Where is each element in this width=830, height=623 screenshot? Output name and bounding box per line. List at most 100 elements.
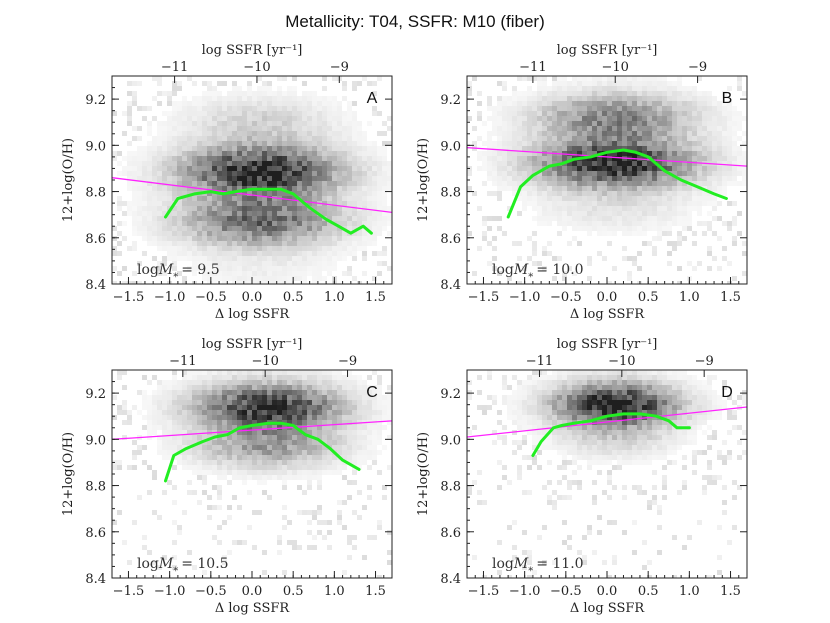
- x-tick-label-d: −1.0: [509, 584, 541, 599]
- x-tick-label-d: −0.5: [550, 584, 582, 599]
- panel-b: −1.5 −1.0 −0.5 0.0 0.5 1.0 1.5 8.4 8.6 8.8 9.0 9.2 −…: [416, 43, 748, 322]
- y-tick-label-a: 8.6: [85, 232, 106, 247]
- mass-label-sub: *: [528, 272, 533, 283]
- panel-letter-c: C: [366, 384, 378, 401]
- mass-label-sub: *: [528, 566, 533, 577]
- y-tick-label-d: 8.6: [440, 526, 461, 541]
- mass-label-c: logM* = 10.5: [137, 556, 229, 577]
- mass-label-d: logM* = 11.0: [492, 556, 584, 577]
- y-axis-label-d: 12+log(O/H): [416, 432, 431, 516]
- density-map-b: [467, 76, 747, 284]
- mass-label-value: = 11.0: [536, 556, 583, 572]
- x-tick-label-a: −0.5: [195, 290, 227, 305]
- mass-label-sub: *: [173, 272, 178, 283]
- mass-label-a: logM* = 9.5: [137, 262, 220, 283]
- x-tick-label-a: 0.5: [283, 290, 304, 305]
- mass-label-symbol: M: [158, 262, 174, 278]
- y-tick-label-b: 8.4: [440, 278, 461, 293]
- x-tick-label-d: 0.5: [638, 584, 659, 599]
- y-tick-label-c: 8.8: [85, 480, 106, 495]
- density-map-c: [112, 370, 392, 578]
- top-tick-label-d: −9: [695, 354, 714, 369]
- x-tick-label-c: −1.0: [154, 584, 186, 599]
- x-tick-label-d: 1.5: [720, 584, 741, 599]
- top-tick-label-b: −11: [519, 60, 546, 75]
- y-tick-label-d: 9.2: [440, 387, 461, 402]
- mass-label-symbol: M: [513, 262, 529, 278]
- x-tick-label-c: −1.5: [113, 584, 145, 599]
- top-axis-label-b: log SSFR [yr⁻¹]: [557, 43, 658, 58]
- panel-a: −1.5 −1.0 −0.5 0.0 0.5 1.0 1.5 8.4 8.6 8.8 9.0 9.2 −…: [61, 43, 393, 322]
- y-axis-label-c: 12+log(O/H): [61, 432, 76, 516]
- x-tick-label-b: −1.5: [468, 290, 500, 305]
- panel-letter-d: D: [721, 384, 733, 401]
- median-curve-b: [506, 148, 728, 219]
- panel-c: −1.5 −1.0 −0.5 0.0 0.5 1.0 1.5 8.4 8.6 8.8 9.0 9.2 −…: [61, 337, 393, 616]
- y-tick-label-b: 9.2: [440, 93, 461, 108]
- x-tick-label-c: 0.5: [283, 584, 304, 599]
- x-axis-label-b: Δ log SSFR: [570, 307, 646, 322]
- fit-line-c: [112, 420, 392, 440]
- x-axis-label-d: Δ log SSFR: [570, 601, 646, 616]
- top-tick-label-c: −10: [251, 354, 278, 369]
- fit-line-a: [112, 177, 392, 214]
- mass-label-prefix: log: [137, 556, 159, 572]
- top-tick-label-b: −10: [602, 60, 629, 75]
- mass-label-prefix: log: [492, 262, 514, 278]
- median-curve-c: [164, 421, 361, 483]
- panel-letter-a: A: [367, 90, 378, 107]
- top-tick-label-a: −10: [243, 60, 270, 75]
- mass-label-sub: *: [173, 566, 178, 577]
- mass-label-b: logM* = 10.0: [492, 262, 584, 283]
- median-curve-a: [164, 187, 373, 235]
- x-tick-label-b: 1.5: [720, 290, 741, 305]
- mass-label-symbol: M: [158, 556, 174, 572]
- y-tick-label-d: 8.4: [440, 572, 461, 587]
- y-tick-label-d: 9.0: [440, 433, 461, 448]
- x-tick-label-d: 1.0: [679, 584, 700, 599]
- panel-letter-b: B: [722, 90, 733, 107]
- y-tick-label-a: 8.8: [85, 186, 106, 201]
- top-tick-label-a: −9: [330, 60, 349, 75]
- y-tick-label-b: 8.8: [440, 186, 461, 201]
- x-axis-label-c: Δ log SSFR: [215, 601, 291, 616]
- median-curve-d: [531, 412, 691, 457]
- x-tick-label-b: −0.5: [550, 290, 582, 305]
- x-tick-label-d: 0.0: [597, 584, 618, 599]
- density-map-a: [112, 76, 392, 284]
- y-axis-label-b: 12+log(O/H): [416, 138, 431, 222]
- top-axis-label-c: log SSFR [yr⁻¹]: [202, 337, 303, 352]
- top-tick-label-d: −11: [526, 354, 553, 369]
- x-tick-label-c: 1.5: [365, 584, 386, 599]
- y-tick-label-d: 8.8: [440, 480, 461, 495]
- x-axis-label-a: Δ log SSFR: [215, 307, 291, 322]
- x-tick-label-a: −1.0: [154, 290, 186, 305]
- x-tick-label-a: 1.5: [365, 290, 386, 305]
- y-tick-label-c: 9.2: [85, 387, 106, 402]
- mass-label-symbol: M: [513, 556, 529, 572]
- density-map-d: [467, 370, 747, 578]
- x-tick-label-a: 1.0: [324, 290, 345, 305]
- top-tick-label-d: −10: [608, 354, 635, 369]
- x-tick-label-b: 0.5: [638, 290, 659, 305]
- y-tick-label-a: 9.0: [85, 139, 106, 154]
- panel-grid: −1.5 −1.0 −0.5 0.0 0.5 1.0 1.5 8.4 8.6 8.8 9.0 9.2 −…: [61, 43, 748, 616]
- y-tick-label-a: 9.2: [85, 93, 106, 108]
- fit-line-b: [467, 146, 747, 167]
- y-tick-label-c: 8.4: [85, 572, 106, 587]
- top-tick-label-a: −11: [161, 60, 188, 75]
- x-tick-label-c: 1.0: [324, 584, 345, 599]
- y-axis-label-a: 12+log(O/H): [61, 138, 76, 222]
- panel-d: −1.5 −1.0 −0.5 0.0 0.5 1.0 1.5 8.4 8.6 8.8 9.0 9.2 −…: [416, 337, 748, 616]
- x-tick-label-d: −1.5: [468, 584, 500, 599]
- y-tick-label-b: 9.0: [440, 139, 461, 154]
- top-axis-label-d: log SSFR [yr⁻¹]: [557, 337, 658, 352]
- top-tick-label-c: −9: [338, 354, 357, 369]
- mass-label-value: = 10.5: [181, 556, 228, 572]
- y-tick-label-c: 9.0: [85, 433, 106, 448]
- x-tick-label-b: 0.0: [597, 290, 618, 305]
- figure-title: Metallicity: T04, SSFR: M10 (fiber): [285, 12, 544, 31]
- top-axis-label-a: log SSFR [yr⁻¹]: [202, 43, 303, 58]
- top-tick-label-b: −9: [688, 60, 707, 75]
